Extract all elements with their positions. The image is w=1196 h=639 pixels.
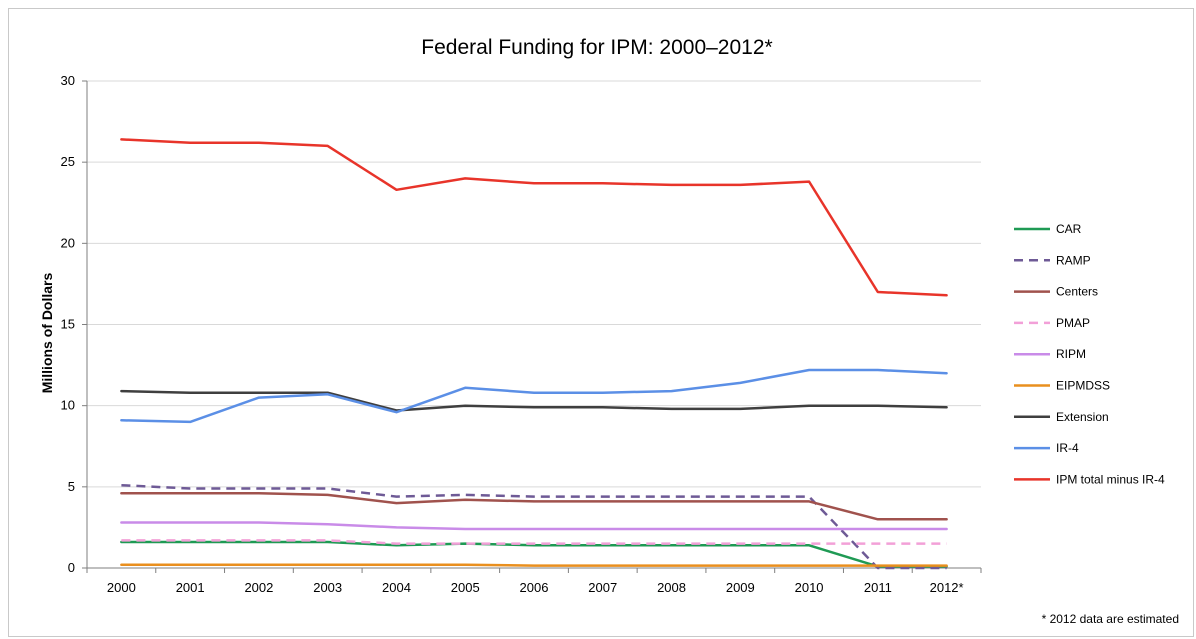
chart-title: Federal Funding for IPM: 2000–2012* (421, 36, 772, 59)
axes (86, 81, 981, 569)
legend-label-centers: Centers (1056, 285, 1098, 299)
y-tick-label: 30 (61, 73, 75, 88)
chart-frame: Federal Funding for IPM: 2000–2012* Mill… (8, 8, 1194, 637)
series-line-ir-4 (120, 368, 948, 424)
line-chart: Federal Funding for IPM: 2000–2012* Mill… (39, 36, 1179, 626)
legend-label-pmap: PMAP (1056, 316, 1090, 330)
x-tick-label: 2006 (520, 580, 549, 595)
x-tick-label: 2009 (726, 580, 755, 595)
x-tick-label: 2008 (657, 580, 686, 595)
y-tick-label: 5 (68, 479, 75, 494)
legend-label-eipmdss: EIPMDSS (1056, 379, 1110, 393)
series-line-eipmdss (120, 563, 948, 567)
series-line-car (120, 540, 948, 568)
legend-label-ripm: RIPM (1056, 347, 1086, 361)
x-tick-label: 2001 (176, 580, 205, 595)
y-axis-label: Millions of Dollars (39, 273, 55, 394)
series-line-pmap (121, 539, 947, 545)
x-tick-label: 2010 (795, 580, 824, 595)
series-line-extension (120, 389, 948, 412)
series-line-ramp (121, 483, 947, 570)
x-tick-label: 2012* (930, 580, 964, 595)
x-tick-label: 2007 (588, 580, 617, 595)
series-lines (120, 138, 948, 570)
series-line-ipm-total-minus-ir-4 (120, 138, 948, 297)
y-tick-label: 25 (61, 154, 75, 169)
x-axis-ticks: 2000 2001 2002 2003 2004 2005 2006 2007 2008 2009… (86, 568, 982, 595)
series-line-ripm (120, 521, 948, 531)
legend-label-ipm-total-minus-ir-4: IPM total minus IR-4 (1056, 472, 1165, 486)
y-tick-label: 15 (61, 317, 75, 332)
y-tick-label: 0 (68, 560, 75, 575)
legend: CAR RAMP Centers PMAP RIPM EIPMDSS Extension IR… (1014, 222, 1165, 486)
y-tick-label: 20 (61, 235, 75, 250)
legend-label-ramp: RAMP (1056, 253, 1091, 267)
footnote: * 2012 data are estimated (1042, 612, 1179, 626)
legend-label-extension: Extension (1056, 410, 1109, 424)
x-tick-label: 2002 (244, 580, 273, 595)
legend-label-car: CAR (1056, 222, 1082, 236)
x-tick-label: 2004 (382, 580, 411, 595)
x-tick-label: 2005 (451, 580, 480, 595)
x-tick-label: 2011 (864, 580, 892, 595)
x-tick-label: 2003 (313, 580, 342, 595)
y-tick-label: 10 (61, 398, 75, 413)
series-line-centers (120, 492, 948, 521)
y-axis-ticks: 0 5 10 15 20 25 30 (61, 73, 87, 575)
x-tick-label: 2000 (107, 580, 136, 595)
legend-label-ir-4: IR-4 (1056, 441, 1079, 455)
